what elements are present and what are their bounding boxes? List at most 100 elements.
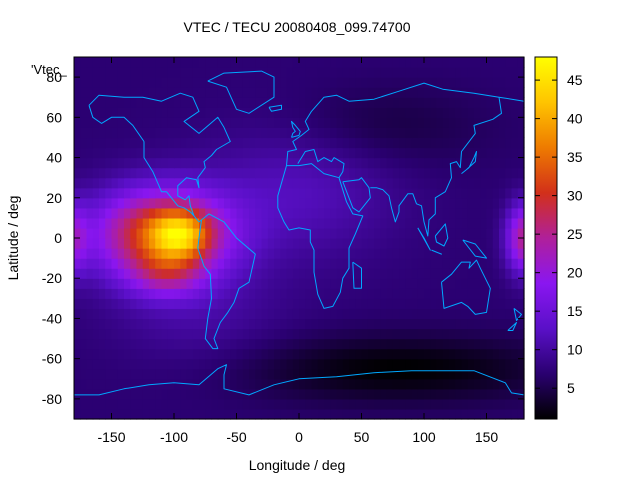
heatmap-cell xyxy=(324,268,331,279)
heatmap-cell xyxy=(461,177,469,189)
heatmap-cell xyxy=(286,177,294,189)
heatmap-cell xyxy=(380,87,388,98)
heatmap-cell xyxy=(92,348,100,360)
heatmap-cell xyxy=(355,217,363,229)
heatmap-cell xyxy=(486,127,494,139)
heatmap-cell xyxy=(111,227,119,239)
heatmap-cell xyxy=(192,308,200,320)
heatmap-cell xyxy=(255,147,263,159)
heatmap-cell xyxy=(180,408,188,420)
heatmap-cell xyxy=(180,157,188,169)
heatmap-cell xyxy=(211,157,219,169)
heatmap-cell xyxy=(86,398,94,410)
heatmap-cell xyxy=(274,358,281,370)
heatmap-cell xyxy=(361,238,369,249)
heatmap-cell xyxy=(217,167,225,179)
heatmap-cell xyxy=(305,97,313,108)
heatmap-cell xyxy=(342,107,350,118)
heatmap-cell xyxy=(111,318,119,330)
heatmap-cell xyxy=(367,328,375,340)
heatmap-cell xyxy=(455,368,463,380)
heatmap-cell xyxy=(486,268,494,279)
heatmap-cell xyxy=(474,167,481,179)
heatmap-cell xyxy=(86,408,94,420)
heatmap-cell xyxy=(86,318,94,330)
heatmap-cell xyxy=(149,308,156,320)
heatmap-cell xyxy=(517,207,525,219)
heatmap-cell xyxy=(155,137,163,149)
heatmap-cell xyxy=(424,408,431,420)
heatmap-cell xyxy=(517,117,525,128)
heatmap-cell xyxy=(349,378,356,390)
heatmap-cell xyxy=(74,177,81,189)
heatmap-cell xyxy=(261,278,269,289)
heatmap-cell xyxy=(417,157,425,169)
heatmap-cell xyxy=(430,87,438,98)
heatmap-cell xyxy=(386,278,394,289)
heatmap-cell xyxy=(305,308,313,320)
heatmap-cell xyxy=(99,137,106,149)
heatmap-cell xyxy=(74,97,81,108)
heatmap-cell xyxy=(236,227,244,239)
heatmap-cell xyxy=(130,207,138,219)
heatmap-cell xyxy=(511,358,519,370)
heatmap-cell xyxy=(286,248,294,259)
heatmap-cell xyxy=(136,238,144,249)
heatmap-cell xyxy=(436,67,444,78)
heatmap-cell xyxy=(211,378,219,390)
heatmap-cell xyxy=(336,388,344,400)
heatmap-cell xyxy=(399,398,406,410)
heatmap-cell xyxy=(205,238,213,249)
heatmap-cell xyxy=(186,217,194,229)
heatmap-cell xyxy=(405,238,413,249)
heatmap-cell xyxy=(511,398,519,410)
heatmap-cell xyxy=(192,207,200,219)
heatmap-cell xyxy=(486,348,494,360)
heatmap-cell xyxy=(430,197,438,209)
heatmap-cell xyxy=(330,127,338,139)
heatmap-cell xyxy=(442,278,450,289)
heatmap-cell xyxy=(261,57,269,68)
heatmap-cell xyxy=(499,57,506,68)
heatmap-cell xyxy=(317,308,325,320)
heatmap-cell xyxy=(299,77,306,88)
heatmap-cell xyxy=(505,368,513,380)
heatmap-cell xyxy=(136,87,144,98)
heatmap-cell xyxy=(386,348,394,360)
heatmap-cell xyxy=(474,248,481,259)
heatmap-cell xyxy=(142,328,150,340)
heatmap-cell xyxy=(461,187,469,199)
heatmap-cell xyxy=(342,87,350,98)
heatmap-cell xyxy=(374,187,381,199)
heatmap-cell xyxy=(430,187,438,199)
heatmap-cell xyxy=(161,157,169,169)
heatmap-cell xyxy=(199,338,206,350)
heatmap-cell xyxy=(186,127,194,139)
heatmap-cell xyxy=(442,187,450,199)
heatmap-cell xyxy=(361,157,369,169)
heatmap-cell xyxy=(311,348,319,360)
heatmap-cell xyxy=(167,77,175,88)
heatmap-cell xyxy=(199,57,206,68)
heatmap-cell xyxy=(411,298,419,309)
heatmap-cell xyxy=(399,77,406,88)
heatmap-cell xyxy=(311,308,319,320)
heatmap-cell xyxy=(411,137,419,149)
heatmap-cell xyxy=(430,298,438,309)
heatmap-cell xyxy=(461,107,469,118)
coastline xyxy=(461,151,477,174)
heatmap-cell xyxy=(336,207,344,219)
heatmap-cell xyxy=(74,408,81,420)
heatmap-cell xyxy=(474,147,481,159)
heatmap-cell xyxy=(517,358,525,370)
heatmap-cell xyxy=(336,147,344,159)
heatmap-cell xyxy=(267,197,275,209)
heatmap-cell xyxy=(367,57,375,68)
heatmap-cell xyxy=(467,97,475,108)
heatmap-cell xyxy=(155,57,163,68)
heatmap-cell xyxy=(367,107,375,118)
heatmap-cell xyxy=(330,268,338,279)
heatmap-cell xyxy=(374,238,381,249)
heatmap-cell xyxy=(505,298,513,309)
heatmap-cell xyxy=(399,288,406,299)
